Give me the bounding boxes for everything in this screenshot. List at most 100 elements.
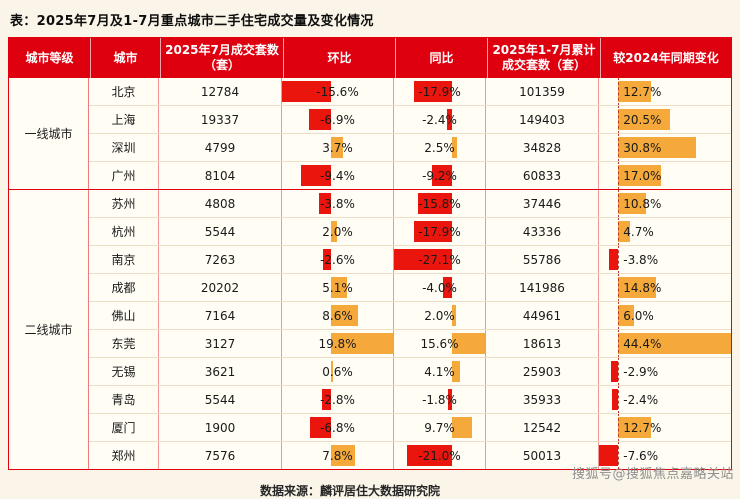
table-row: 北京 12784 -15.6% -17.9% 101359 12.7% xyxy=(89,78,731,105)
jul-units-cell: 5544 xyxy=(159,386,282,413)
percent-label: -21.0% xyxy=(418,448,461,463)
mom-bar-cell: 5.1% xyxy=(282,274,394,301)
negative-bar xyxy=(418,193,452,214)
change-bar-cell: 20.5% xyxy=(599,106,731,133)
tier-label-cell: 一线城市 xyxy=(9,78,89,189)
jul-units-cell: 7164 xyxy=(159,302,282,329)
jul-units-cell: 3127 xyxy=(159,330,282,357)
change-bar-cell: -3.8% xyxy=(599,246,731,273)
negative-bar xyxy=(394,249,452,270)
negative-bar xyxy=(301,165,331,186)
table-body: 一线城市 北京 12784 -15.6% -17.9% 101359 12.7% 上海 1933… xyxy=(9,78,731,469)
negative-bar xyxy=(407,445,452,466)
percent-label: 19.8% xyxy=(318,336,357,351)
zero-axis-line xyxy=(618,330,620,357)
tier-rows: 北京 12784 -15.6% -17.9% 101359 12.7% 上海 19337 -6.… xyxy=(89,78,731,189)
positive-bar xyxy=(618,109,671,130)
yoy-bar-cell: 4.1% xyxy=(394,358,486,385)
change-bar-cell: 12.7% xyxy=(599,78,731,105)
mom-bar-cell: 0.6% xyxy=(282,358,394,385)
city-cell: 郑州 xyxy=(89,442,159,469)
table-title: 表：2025年7月及1-7月重点城市二手住宅成交量及变化情况 xyxy=(10,14,374,29)
data-table: 城市等级 城市 2025年7月成交套数（套） 环比 同比 2025年1-7月累计… xyxy=(8,37,732,470)
yoy-bar-cell: -21.0% xyxy=(394,442,486,469)
mom-bar-cell: 7.8% xyxy=(282,442,394,469)
percent-label: -2.4% xyxy=(623,392,659,407)
city-cell: 杭州 xyxy=(89,218,159,245)
negative-bar xyxy=(446,109,452,130)
zero-axis-line xyxy=(618,274,620,301)
zero-axis-line xyxy=(618,78,620,105)
change-bar-cell: 6.0% xyxy=(599,302,731,329)
positive-bar xyxy=(330,333,393,354)
mom-bar-cell: 3.7% xyxy=(282,134,394,161)
mom-bar-cell: 19.8% xyxy=(282,330,394,357)
change-bar-cell: 12.7% xyxy=(599,414,731,441)
table-row: 广州 8104 -9.4% -9.2% 60833 17.0% xyxy=(89,161,731,189)
positive-bar xyxy=(618,305,634,326)
positive-bar xyxy=(618,277,656,298)
negative-bar xyxy=(432,165,452,186)
yoy-bar-cell: 2.5% xyxy=(394,134,486,161)
percent-label: -9.4% xyxy=(320,168,355,183)
city-cell: 深圳 xyxy=(89,134,159,161)
negative-bar xyxy=(413,221,452,242)
city-cell: 青岛 xyxy=(89,386,159,413)
yoy-bar-cell: 15.6% xyxy=(394,330,486,357)
percent-label: 2.0% xyxy=(424,308,455,323)
negative-bar xyxy=(413,81,452,102)
negative-bar xyxy=(447,389,452,410)
positive-bar xyxy=(451,361,461,382)
percent-label: -15.8% xyxy=(418,196,461,211)
percent-label: 12.7% xyxy=(623,84,662,99)
change-bar-cell: 44.4% xyxy=(599,330,731,357)
percent-label: 9.7% xyxy=(424,420,455,435)
jul-units-cell: 3621 xyxy=(159,358,282,385)
positive-bar xyxy=(618,417,651,438)
positive-bar xyxy=(618,193,646,214)
zero-axis-line xyxy=(618,358,620,385)
mom-bar-cell: -3.8% xyxy=(282,190,394,217)
table-row: 杭州 5544 2.0% -17.9% 43336 4.7% xyxy=(89,217,731,245)
positive-bar xyxy=(451,305,456,326)
table-row: 东莞 3127 19.8% 15.6% 18613 44.4% xyxy=(89,329,731,357)
yoy-bar-cell: -2.4% xyxy=(394,106,486,133)
negative-bar xyxy=(282,81,331,102)
cum-units-cell: 149403 xyxy=(486,106,599,133)
positive-bar xyxy=(618,221,631,242)
percent-label: -4.0% xyxy=(422,280,457,295)
change-bar-cell: 10.8% xyxy=(599,190,731,217)
header-cell-jul-units: 2025年7月成交套数（套） xyxy=(161,38,284,78)
city-cell: 无锡 xyxy=(89,358,159,385)
cum-units-cell: 12542 xyxy=(486,414,599,441)
mom-bar-cell: 2.0% xyxy=(282,218,394,245)
watermark: 搜狐号@搜狐焦点嘉略关站 xyxy=(571,467,734,482)
table-row: 郑州 7576 7.8% -21.0% 50013 -7.6% xyxy=(89,441,731,469)
cum-units-cell: 141986 xyxy=(486,274,599,301)
yoy-bar-cell: -4.0% xyxy=(394,274,486,301)
percent-label: 44.4% xyxy=(623,336,662,351)
jul-units-cell: 7576 xyxy=(159,442,282,469)
tier-label-cell: 二线城市 xyxy=(9,190,89,469)
negative-bar xyxy=(309,109,331,130)
positive-bar xyxy=(330,277,347,298)
change-bar-cell: 30.8% xyxy=(599,134,731,161)
negative-bar xyxy=(322,389,331,410)
city-cell: 佛山 xyxy=(89,302,159,329)
percent-label: -1.8% xyxy=(422,392,457,407)
yoy-bar-cell: 9.7% xyxy=(394,414,486,441)
jul-units-cell: 4799 xyxy=(159,134,282,161)
city-cell: 厦门 xyxy=(89,414,159,441)
positive-bar xyxy=(618,165,662,186)
jul-units-cell: 12784 xyxy=(159,78,282,105)
negative-bar xyxy=(318,193,331,214)
positive-bar xyxy=(330,305,358,326)
zero-axis-line xyxy=(618,386,620,413)
change-bar-cell: 17.0% xyxy=(599,162,731,189)
cum-units-cell: 44961 xyxy=(486,302,599,329)
yoy-bar-cell: -17.9% xyxy=(394,218,486,245)
zero-axis-line xyxy=(618,218,620,245)
city-cell: 上海 xyxy=(89,106,159,133)
table-header-row: 城市等级 城市 2025年7月成交套数（套） 环比 同比 2025年1-7月累计… xyxy=(9,38,731,78)
percent-label: 17.0% xyxy=(623,168,662,183)
